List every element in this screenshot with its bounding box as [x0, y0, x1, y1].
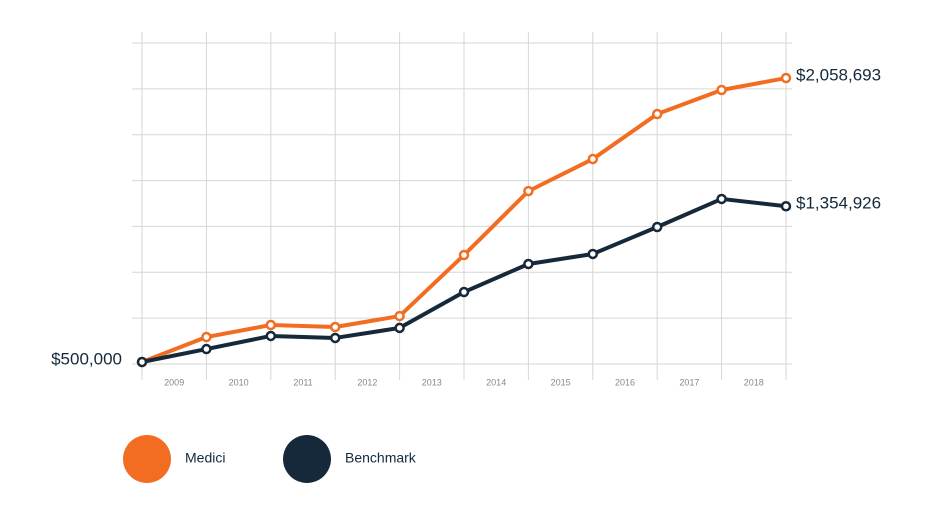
legend-label: Benchmark	[345, 450, 417, 466]
x-tick-label: 2012	[357, 377, 377, 387]
point	[587, 248, 599, 260]
point	[716, 193, 727, 205]
point	[458, 249, 470, 261]
x-tick-label: 2016	[615, 377, 635, 387]
point	[201, 343, 212, 355]
point	[265, 319, 277, 331]
x-tick-label: 2013	[422, 377, 442, 387]
legend-swatch	[123, 435, 171, 483]
value-label: $500,000	[51, 349, 122, 368]
x-tick-label: 2009	[164, 377, 184, 387]
x-tick-label: 2011	[293, 377, 312, 387]
point	[329, 332, 341, 344]
point	[651, 221, 663, 233]
point	[780, 200, 792, 212]
point	[394, 322, 405, 334]
point	[523, 258, 534, 270]
x-tick-label: 2018	[744, 377, 764, 387]
point	[329, 321, 341, 333]
x-tick-label: 2015	[551, 377, 571, 387]
point	[523, 185, 534, 197]
x-tick-label: 2017	[679, 377, 699, 387]
point	[651, 108, 663, 120]
point	[458, 286, 470, 298]
point	[136, 356, 148, 368]
point	[265, 330, 277, 342]
point	[716, 84, 727, 96]
point	[587, 153, 599, 165]
point	[780, 72, 792, 84]
legend-swatch	[283, 435, 331, 483]
legend-label: Medici	[185, 450, 225, 466]
value-label: $1,354,926	[796, 194, 881, 213]
value-label: $2,058,693	[796, 66, 881, 85]
point	[394, 310, 405, 322]
x-tick-label: 2014	[486, 377, 506, 387]
point	[201, 331, 212, 343]
x-tick-label: 2010	[229, 377, 249, 387]
